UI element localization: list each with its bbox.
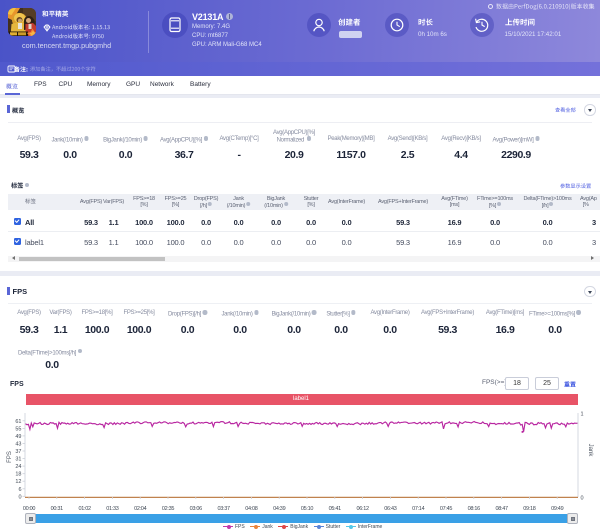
svg-text:01:33: 01:33 <box>106 506 119 512</box>
svg-text:04:08: 04:08 <box>245 506 258 512</box>
svg-text:37: 37 <box>15 449 21 455</box>
svg-text:18: 18 <box>15 472 21 478</box>
svg-text:08:47: 08:47 <box>495 506 508 512</box>
svg-text:02:35: 02:35 <box>162 506 175 512</box>
svg-text:31: 31 <box>15 457 21 463</box>
svg-text:07:14: 07:14 <box>412 506 425 512</box>
svg-text:00:31: 00:31 <box>51 506 64 512</box>
svg-text:04:39: 04:39 <box>273 506 286 512</box>
svg-text:61: 61 <box>15 419 21 425</box>
svg-text:0: 0 <box>581 496 584 502</box>
svg-text:08:16: 08:16 <box>468 506 481 512</box>
svg-text:05:10: 05:10 <box>301 506 314 512</box>
svg-text:6: 6 <box>18 487 21 493</box>
svg-text:03:37: 03:37 <box>217 506 230 512</box>
svg-text:43: 43 <box>15 442 21 448</box>
svg-text:Jank: Jank <box>587 444 593 458</box>
svg-text:06:43: 06:43 <box>384 506 397 512</box>
svg-text:1: 1 <box>581 412 584 418</box>
svg-text:24: 24 <box>15 464 21 470</box>
svg-text:0: 0 <box>18 494 21 500</box>
svg-text:05:41: 05:41 <box>329 506 342 512</box>
svg-text:12: 12 <box>15 479 21 485</box>
svg-text:09:18: 09:18 <box>523 506 536 512</box>
svg-text:06:12: 06:12 <box>356 506 369 512</box>
svg-text:FPS: FPS <box>7 451 13 463</box>
svg-text:55: 55 <box>15 426 21 432</box>
svg-text:49: 49 <box>15 434 21 440</box>
svg-text:07:45: 07:45 <box>440 506 453 512</box>
svg-text:09:49: 09:49 <box>551 506 564 512</box>
svg-text:01:02: 01:02 <box>78 506 91 512</box>
svg-text:00:00: 00:00 <box>23 506 36 512</box>
svg-text:03:06: 03:06 <box>190 506 203 512</box>
svg-text:02:04: 02:04 <box>134 506 147 512</box>
